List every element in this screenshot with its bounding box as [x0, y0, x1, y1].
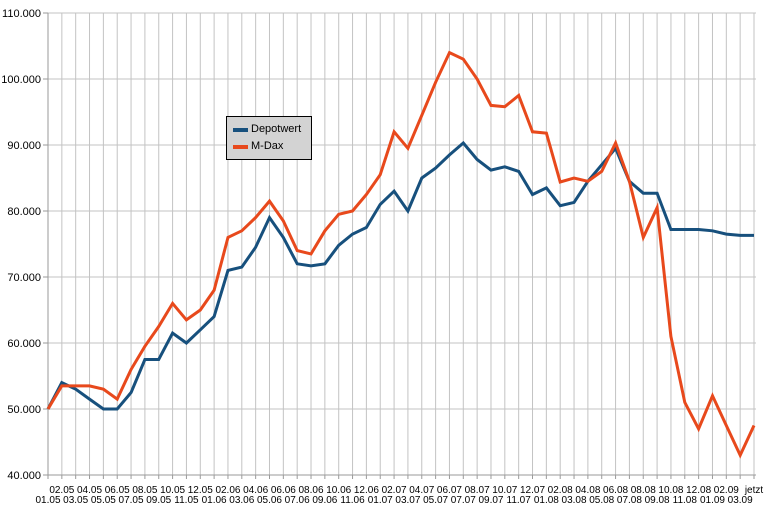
x-tick-label: 04.08 — [575, 485, 600, 496]
x-axis-labels: 01.0502.0503.0504.0505.0506.0507.0508.05… — [35, 485, 763, 506]
x-tick-label: 03.07 — [395, 495, 420, 506]
x-tick-label: 08.06 — [299, 485, 324, 496]
y-tick-label: 110.000 — [2, 8, 41, 20]
y-tick-label: 100.000 — [1, 74, 41, 86]
x-tick-label: 07.06 — [285, 495, 310, 506]
legend-item-depotwert: Depotwert — [233, 121, 301, 138]
vertical-gridlines — [47, 13, 755, 475]
y-tick-label: 70.000 — [7, 272, 41, 284]
x-tick-label: 10.06 — [326, 485, 351, 496]
x-tick-label: 06.06 — [271, 485, 296, 496]
y-axis-labels: 40.000 50.000 60.000 70.000 80.000 90.000 100.… — [1, 8, 41, 482]
y-tick-label: 80.000 — [7, 206, 41, 218]
legend: Depotwert M-Dax — [226, 116, 313, 160]
x-tick-label: 05.07 — [423, 495, 448, 506]
y-tick-label: 60.000 — [7, 338, 41, 350]
x-tick-label: 02.09 — [714, 485, 739, 496]
x-tick-label: 12.08 — [686, 485, 711, 496]
x-tick-label: 01.06 — [202, 495, 227, 506]
x-tick-label: 06.07 — [437, 485, 462, 496]
horizontal-gridlines — [48, 12, 756, 476]
x-tick-label: 09.06 — [312, 495, 337, 506]
y-tick-label: 40.000 — [7, 470, 41, 482]
x-tick-label: 12.05 — [188, 485, 213, 496]
x-tick-label: 06.05 — [105, 485, 130, 496]
x-tick-label: 03.08 — [562, 495, 587, 506]
x-tick-label: 10.05 — [160, 485, 185, 496]
x-tick-label: 08.05 — [132, 485, 157, 496]
x-tick-label: 01.09 — [700, 495, 725, 506]
y-tick-label: 90.000 — [7, 140, 41, 152]
x-tick-label: 03.05 — [63, 495, 88, 506]
x-tick-label: 06.08 — [603, 485, 628, 496]
x-tick-label: 02.07 — [382, 485, 407, 496]
x-tick-label: 10.07 — [492, 485, 517, 496]
x-tick-label: 11.05 — [174, 495, 199, 506]
x-tick-label: 08.07 — [465, 485, 490, 496]
x-tick-label: 04.05 — [77, 485, 102, 496]
x-tick-label: 01.05 — [35, 495, 60, 506]
x-tick-label: 09.07 — [478, 495, 503, 506]
x-tick-label: 09.08 — [645, 495, 670, 506]
x-tick-label: 02.05 — [49, 485, 74, 496]
x-tick-label: 01.07 — [368, 495, 393, 506]
x-tick-label: 11.08 — [673, 495, 698, 506]
x-tick-label: 10.08 — [658, 485, 683, 496]
x-tick-label: 03.09 — [728, 495, 753, 506]
x-tick-label: 12.06 — [354, 485, 379, 496]
x-tick-label: 02.08 — [548, 485, 573, 496]
x-tick-label: jetzt — [744, 485, 764, 496]
x-tick-label: 11.07 — [507, 495, 532, 506]
x-tick-label: 03.06 — [229, 495, 254, 506]
x-tick-label: 05.06 — [257, 495, 282, 506]
legend-item-mdax: M-Dax — [233, 138, 301, 155]
x-tick-label: 12.07 — [520, 485, 545, 496]
axes — [43, 12, 756, 479]
x-tick-label: 01.08 — [534, 495, 559, 506]
x-tick-label: 09.05 — [146, 495, 171, 506]
series-lines — [46, 50, 756, 459]
x-tick-label: 02.06 — [215, 485, 240, 496]
series-line-depotwert — [46, 140, 754, 411]
x-tick-label: 11.06 — [340, 495, 365, 506]
x-tick-label: 04.06 — [243, 485, 268, 496]
x-tick-label: 07.07 — [451, 495, 476, 506]
legend-label-depotwert: Depotwert — [251, 123, 302, 135]
mdax-line-swatch-icon — [233, 144, 248, 149]
x-tick-label: 04.07 — [409, 485, 434, 496]
x-tick-label: 05.08 — [589, 495, 614, 506]
x-tick-label: 07.05 — [119, 495, 144, 506]
series-line-m-dax — [46, 50, 756, 459]
depotwert-line-swatch-icon — [233, 127, 248, 132]
x-tick-label: 05.05 — [91, 495, 116, 506]
x-tick-label: 07.08 — [617, 495, 642, 506]
y-tick-label: 50.000 — [7, 404, 41, 416]
legend-label-mdax: M-Dax — [251, 140, 284, 152]
x-tick-label: 08.08 — [631, 485, 656, 496]
